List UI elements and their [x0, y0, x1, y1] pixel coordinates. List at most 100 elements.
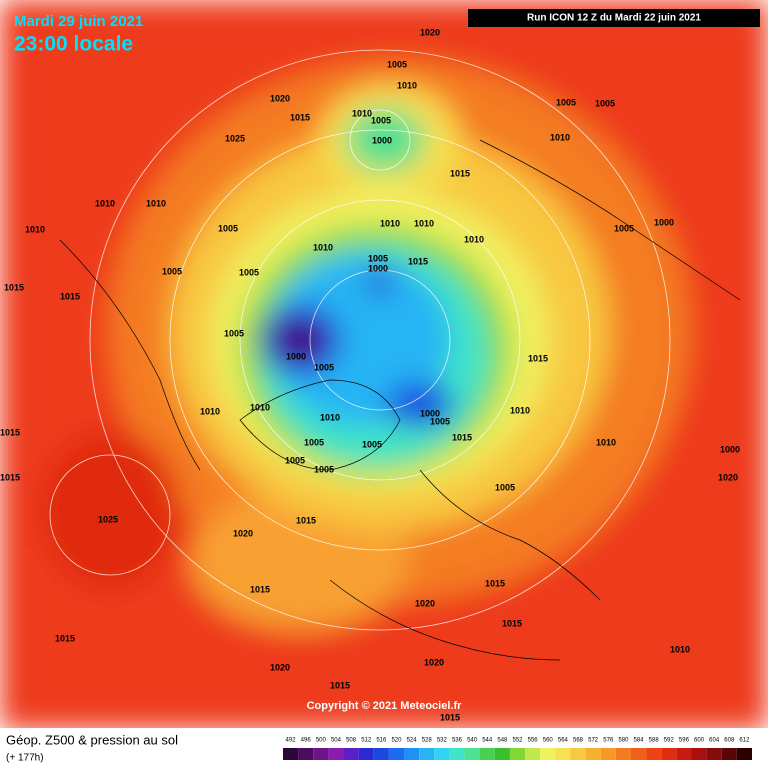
scale-cell: [540, 748, 556, 760]
scale-label: 520: [391, 738, 402, 744]
pressure-label: 1015: [330, 680, 350, 690]
scale-cell: [555, 748, 571, 760]
pressure-label: 1010: [464, 234, 484, 244]
pressure-label: 1010: [550, 132, 570, 142]
scale-cell: [388, 748, 405, 760]
pressure-label: 1005: [285, 455, 305, 465]
pressure-label: 1010: [380, 218, 400, 228]
scale-cell: [721, 748, 737, 760]
pressure-label: 1020: [420, 27, 440, 37]
scale-cell: [630, 748, 647, 760]
scale-label: 508: [346, 738, 357, 744]
scale-cell: [464, 748, 480, 760]
scale-label: 568: [573, 738, 584, 744]
scale-label: 492: [286, 738, 297, 744]
scale-cell: [736, 748, 752, 760]
pressure-label: 1005: [224, 328, 244, 338]
pressure-label: 1015: [4, 282, 24, 292]
pressure-label: 1010: [352, 108, 372, 118]
color-scale: 492 496 500 504 508 512 516 520 524 528 532 536 540 5…: [283, 738, 752, 760]
pressure-label: 1010: [320, 412, 340, 422]
scale-label: 600: [694, 738, 705, 744]
scale-cell: [449, 748, 465, 760]
pressure-label: 1015: [440, 712, 460, 722]
pressure-label: 1005: [614, 223, 634, 233]
scale-label: 548: [497, 738, 508, 744]
scale-label: 576: [603, 738, 614, 744]
pressure-label: 1005: [430, 416, 450, 426]
scale-cell: [525, 748, 541, 760]
pressure-label: 1015: [452, 432, 472, 442]
scale-cell: [298, 748, 314, 760]
scale-cell: [676, 748, 692, 760]
geopotential-field: [0, 0, 768, 730]
pressure-label: 1015: [0, 472, 20, 482]
pressure-label: 1015: [60, 291, 80, 301]
scale-cell: [313, 748, 329, 760]
pressure-label: 1005: [304, 437, 324, 447]
pressure-label: 1010: [95, 198, 115, 208]
scale-cell: [691, 748, 707, 760]
pressure-label: 1020: [424, 657, 444, 667]
pressure-label: 1015: [502, 618, 522, 628]
scale-label: 512: [361, 738, 372, 744]
pressure-label: 1015: [0, 427, 20, 437]
scale-cell: [373, 748, 389, 760]
pressure-label: 1010: [25, 224, 45, 234]
scale-cell: [661, 748, 677, 760]
copyright: Copyright © 2021 Meteociel.fr: [307, 700, 463, 712]
scale-label: 608: [724, 738, 735, 744]
pressure-label: 1005: [556, 97, 576, 107]
scale-cell: [328, 748, 344, 760]
run-box: [468, 9, 760, 27]
scale-cell: [419, 748, 435, 760]
run-label: Run ICON 12 Z du Mardi 22 juin 2021: [527, 13, 701, 24]
scale-label: 604: [709, 738, 720, 744]
scale-label: 504: [331, 738, 342, 744]
scale-cell: [706, 748, 722, 760]
pressure-label: 1015: [528, 353, 548, 363]
pressure-label: 1005: [368, 253, 388, 263]
pressure-label: 1010: [596, 437, 616, 447]
footer-title: Géop. Z500 & pression au sol: [6, 732, 178, 747]
pressure-label: 1005: [495, 482, 515, 492]
pressure-label: 1005: [387, 59, 407, 69]
pressure-label: 1015: [450, 168, 470, 178]
footer-lead: (+ 177h): [6, 753, 44, 764]
scale-cell: [343, 748, 359, 760]
scale-label: 588: [649, 738, 660, 744]
pressure-label: 1015: [296, 515, 316, 525]
scale-cell: [494, 748, 510, 760]
scale-cell: [358, 748, 374, 760]
pressure-label: 1005: [162, 266, 182, 276]
scale-label: 580: [618, 738, 629, 744]
pressure-label: 1015: [290, 112, 310, 122]
pressure-label: 1005: [314, 362, 334, 372]
scale-label: 524: [407, 738, 418, 744]
pressure-label: 1005: [239, 267, 259, 277]
pressure-label: 1010: [510, 405, 530, 415]
scale-cell: [479, 748, 495, 760]
pressure-label: 1000: [368, 263, 388, 273]
pressure-label: 1005: [595, 98, 615, 108]
pressure-label: 1005: [314, 464, 334, 474]
pressure-label: 1015: [55, 633, 75, 643]
pressure-label: 1020: [233, 528, 253, 538]
isobars: [49, 49, 671, 631]
scale-label: 552: [512, 738, 523, 744]
pressure-label: 1020: [718, 472, 738, 482]
scale-label: 496: [301, 738, 312, 744]
scale-label: 544: [482, 738, 493, 744]
scale-cell: [404, 748, 420, 760]
pressure-label: 1010: [397, 80, 417, 90]
pressure-label: 1010: [670, 644, 690, 654]
scale-cell: [283, 748, 299, 760]
pressure-label: 1000: [654, 217, 674, 227]
pressure-label: 1020: [270, 662, 290, 672]
scale-label: 500: [316, 738, 327, 744]
pressure-label: 1015: [408, 256, 428, 266]
scale-cell: [585, 748, 601, 760]
scale-label: 540: [467, 738, 478, 744]
